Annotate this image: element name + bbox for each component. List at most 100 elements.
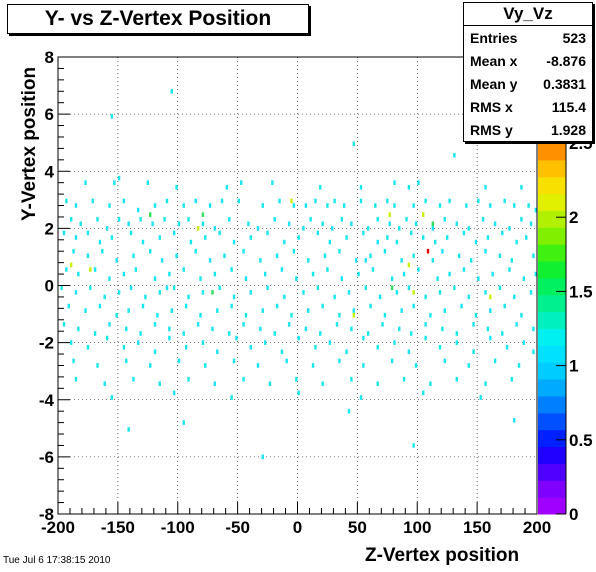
bin-count-1 <box>438 290 442 295</box>
x-tick-label: -50 <box>225 518 250 537</box>
bin-count-1 <box>256 226 260 231</box>
bin-count-1 <box>62 322 66 327</box>
bin-count-1 <box>177 221 181 227</box>
x-tick-label: -150 <box>101 518 135 537</box>
y-axis: -8 -6 -4 -2 0 2 4 6 8 <box>39 48 70 524</box>
bin-count-1 <box>424 335 427 341</box>
stats-row-entries: Entries 523 <box>464 26 592 49</box>
bin-count-1 <box>168 335 171 341</box>
bin-count-1 <box>127 427 130 432</box>
bin-count-1 <box>158 235 161 240</box>
bin-high-yellow <box>407 262 411 268</box>
chart-title-text: Y- vs Z-Vertex Position <box>44 7 272 30</box>
bin-count-1 <box>256 363 260 368</box>
stats-label: Mean x <box>470 52 518 69</box>
bin-count-1 <box>134 267 138 272</box>
bin-count-1 <box>228 216 231 222</box>
bin-count-1 <box>249 344 252 350</box>
bin-count-1 <box>79 221 82 227</box>
bin-count-1 <box>319 331 322 336</box>
bin-count-1 <box>194 198 197 204</box>
bin-count-1 <box>228 331 231 336</box>
bin-count-1 <box>93 267 97 272</box>
bin-count-1 <box>374 203 377 208</box>
bin-count-1 <box>122 198 126 204</box>
timestamp: Tue Jul 6 17:38:15 2010 <box>3 555 111 566</box>
bin-count-1 <box>501 331 504 336</box>
bin-count-1 <box>153 203 157 208</box>
bin-count-1 <box>132 253 135 259</box>
color-palette-axis: 00.511.522.5 <box>538 134 593 524</box>
x-axis-label: Z-Vertex position <box>365 545 520 566</box>
bin-count-1 <box>438 203 442 208</box>
y-tick-label: 0 <box>45 277 54 296</box>
palette-tick-label: 2 <box>569 208 578 227</box>
bin-count-1 <box>402 271 406 277</box>
bin-count-1 <box>201 340 205 345</box>
bin-high-yellow <box>489 294 492 300</box>
bin-count-1 <box>431 258 435 263</box>
bin-count-1 <box>371 267 375 272</box>
x-axis: -200 -150 -100 -50 0 50 100 150 200 <box>41 502 551 537</box>
bin-count-1 <box>354 258 358 263</box>
palette-tick-label: 1 <box>569 357 578 376</box>
bin-count-1 <box>184 303 188 309</box>
bin-count-1 <box>390 276 394 281</box>
bin-count-1 <box>515 239 518 245</box>
bin-count-1 <box>187 294 190 300</box>
stats-label: Entries <box>470 29 518 46</box>
bin-count-1 <box>443 308 446 313</box>
bin-count-1 <box>350 221 353 227</box>
bin-count-1 <box>213 271 217 277</box>
stats-value: -8.876 <box>546 52 586 69</box>
bin-count-1 <box>103 294 106 300</box>
bin-count-1 <box>417 267 420 272</box>
bin-count-1 <box>431 226 435 231</box>
bin-count-1 <box>532 326 535 332</box>
bin-count-1 <box>338 248 341 254</box>
bin-count-1 <box>465 203 468 208</box>
bin-count-1 <box>213 381 217 387</box>
bin-count-1 <box>493 358 497 364</box>
bin-count-1 <box>216 349 219 355</box>
bin-count-1 <box>438 344 442 350</box>
bin-count-1 <box>249 235 252 240</box>
bin-count-1 <box>129 230 133 236</box>
bin-count-1 <box>125 358 128 364</box>
bin-count-1 <box>218 230 221 236</box>
bin-count-1 <box>378 294 382 300</box>
y-tick-label: -4 <box>39 391 55 410</box>
bin-count-1 <box>98 303 102 309</box>
bin-count-1 <box>151 221 154 227</box>
bin-count-1 <box>60 285 63 291</box>
palette-swatch <box>538 244 566 262</box>
palette-swatch <box>538 176 566 195</box>
bin-count-1 <box>297 335 300 341</box>
bin-count-1 <box>529 221 533 227</box>
bin-count-1 <box>72 358 75 364</box>
bin-count-1 <box>295 276 298 281</box>
bin-count-1 <box>515 322 518 327</box>
bin-count-1 <box>283 239 286 245</box>
bin-count-1 <box>113 180 116 185</box>
bin-count-1 <box>108 276 111 281</box>
bin-count-1 <box>429 381 432 387</box>
bin-count-1 <box>175 184 178 190</box>
bin-count-1 <box>448 198 451 204</box>
bin-count-1 <box>199 276 202 281</box>
bin-count-1 <box>462 230 466 236</box>
bin-count-1 <box>74 376 78 382</box>
bin-count-1 <box>395 290 399 295</box>
bin-count-1 <box>213 226 217 231</box>
bin-high-yellow <box>422 212 425 217</box>
bin-count-1 <box>165 285 169 291</box>
bin-count-1 <box>472 349 475 355</box>
bin-count-1 <box>146 180 150 185</box>
bin-count-1 <box>127 221 130 227</box>
bin-count-1 <box>393 180 396 185</box>
bin-count-1 <box>74 235 78 240</box>
bin-count-1 <box>211 326 214 332</box>
bin-count-1 <box>398 226 401 231</box>
bin-count-1 <box>141 303 145 309</box>
palette-swatch <box>538 412 566 431</box>
